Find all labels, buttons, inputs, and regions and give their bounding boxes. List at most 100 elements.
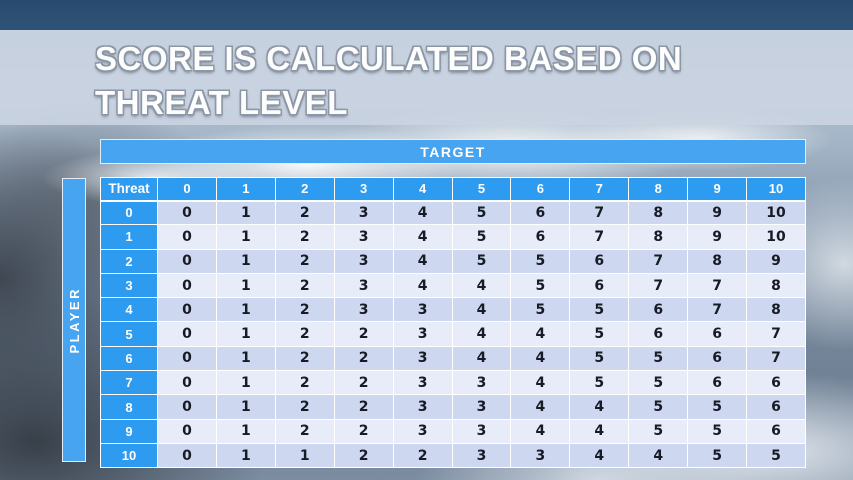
target-label-text: TARGET: [420, 143, 486, 160]
target-column-header: 8: [628, 177, 689, 202]
score-cell: 5: [687, 418, 748, 444]
score-cell: 0: [157, 442, 217, 469]
score-cell: 6: [510, 224, 571, 250]
score-cell: 3: [392, 321, 453, 347]
score-cell: 7: [746, 321, 806, 347]
score-cell: 2: [274, 224, 335, 250]
score-cell: 5: [510, 272, 571, 299]
score-cell: 2: [274, 321, 335, 347]
score-cell: 8: [687, 248, 748, 274]
score-cell: 4: [569, 418, 630, 444]
score-cell: 2: [392, 442, 453, 469]
score-cell: 4: [569, 394, 630, 420]
score-cell: 5: [510, 297, 571, 323]
score-cell: 9: [687, 199, 748, 226]
matrix-body: 0 0 1 2 3 4 5 6 7 8 9 10 1 0 1 2 3 4 5 6 7 8 9 10 2 0 1 2 3 4 5 5 6 7 8 9 3 0…: [100, 199, 806, 469]
score-cell: 5: [687, 394, 748, 420]
score-cell: 6: [569, 248, 630, 274]
score-cell: 2: [333, 345, 394, 372]
score-cell: 0: [157, 224, 217, 250]
score-cell: 1: [215, 224, 276, 250]
score-cell: 4: [569, 442, 630, 469]
threat-level-cell: 6: [100, 345, 158, 372]
score-cell: 0: [157, 394, 217, 420]
score-cell: 5: [628, 345, 689, 372]
score-cell: 2: [274, 418, 335, 444]
score-cell: 6: [569, 272, 630, 299]
score-cell: 3: [392, 345, 453, 372]
score-cell: 2: [274, 199, 335, 226]
score-cell: 1: [274, 442, 335, 469]
score-cell: 6: [687, 321, 748, 347]
score-cell: 4: [510, 345, 571, 372]
score-cell: 5: [451, 224, 512, 250]
score-cell: 4: [510, 394, 571, 420]
score-cell: 1: [215, 321, 276, 347]
score-cell: 7: [628, 272, 689, 299]
score-cell: 6: [687, 345, 748, 372]
score-cell: 4: [510, 321, 571, 347]
score-cell: 3: [392, 297, 453, 323]
score-cell: 6: [628, 321, 689, 347]
matrix-header-row: Threat 0 1 2 3 4 5 6 7 8 9 10: [100, 177, 806, 202]
target-column-header: 2: [274, 177, 335, 202]
score-cell: 4: [392, 248, 453, 274]
score-cell: 0: [157, 199, 217, 226]
threat-corner-header: Threat: [100, 177, 158, 202]
score-cell: 4: [510, 370, 571, 396]
player-axis-header: PLAYER: [62, 178, 86, 462]
score-cell: 3: [451, 442, 512, 469]
score-cell: 3: [451, 370, 512, 396]
score-cell: 1: [215, 394, 276, 420]
score-cell: 2: [333, 418, 394, 444]
score-cell: 3: [333, 297, 394, 323]
score-cell: 0: [157, 248, 217, 274]
score-cell: 4: [451, 345, 512, 372]
threat-level-cell: 4: [100, 297, 158, 323]
title-line-1: SCORE IS CALCULATED BASED ON: [95, 40, 683, 77]
score-cell: 1: [215, 442, 276, 469]
score-cell: 8: [746, 272, 806, 299]
score-cell: 5: [510, 248, 571, 274]
score-cell: 2: [274, 248, 335, 274]
score-cell: 2: [333, 321, 394, 347]
score-cell: 2: [333, 394, 394, 420]
score-cell: 6: [687, 370, 748, 396]
threat-level-cell: 0: [100, 199, 158, 226]
score-cell: 1: [215, 418, 276, 444]
score-cell: 2: [274, 394, 335, 420]
score-cell: 0: [157, 418, 217, 444]
score-cell: 5: [569, 297, 630, 323]
threat-level-cell: 10: [100, 442, 158, 469]
score-cell: 1: [215, 345, 276, 372]
target-column-header: 10: [746, 177, 806, 202]
target-column-header: 4: [392, 177, 453, 202]
target-column-header: 1: [215, 177, 276, 202]
score-cell: 3: [451, 394, 512, 420]
score-cell: 7: [569, 199, 630, 226]
table-row: 1 0 1 2 3 4 5 6 7 8 9 10: [100, 224, 806, 250]
score-cell: 3: [333, 199, 394, 226]
score-cell: 4: [451, 321, 512, 347]
score-cell: 8: [746, 297, 806, 323]
score-cell: 5: [628, 418, 689, 444]
score-cell: 10: [746, 199, 806, 226]
score-cell: 5: [569, 370, 630, 396]
score-cell: 5: [451, 199, 512, 226]
score-cell: 1: [215, 199, 276, 226]
score-cell: 1: [215, 248, 276, 274]
threat-level-cell: 7: [100, 370, 158, 396]
score-cell: 4: [451, 297, 512, 323]
target-axis-header: TARGET: [100, 139, 806, 164]
score-cell: 0: [157, 345, 217, 372]
score-cell: 5: [569, 321, 630, 347]
score-cell: 1: [215, 272, 276, 299]
score-cell: 5: [687, 442, 748, 469]
score-cell: 4: [510, 418, 571, 444]
score-cell: 2: [333, 442, 394, 469]
